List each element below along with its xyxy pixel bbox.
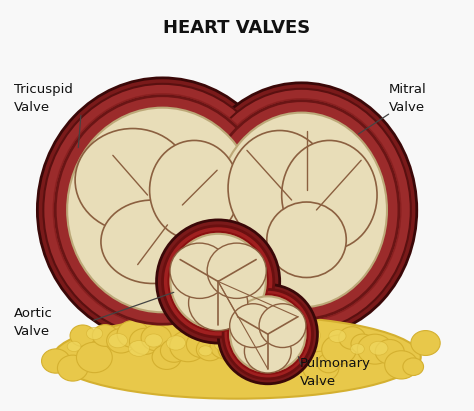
Ellipse shape	[156, 220, 280, 343]
Ellipse shape	[57, 355, 88, 381]
Ellipse shape	[53, 94, 272, 326]
Ellipse shape	[37, 78, 288, 342]
Ellipse shape	[189, 275, 248, 330]
Ellipse shape	[163, 226, 274, 337]
Ellipse shape	[292, 344, 316, 365]
Ellipse shape	[230, 296, 306, 372]
Text: HEART VALVES: HEART VALVES	[164, 19, 310, 37]
Ellipse shape	[186, 331, 218, 358]
Ellipse shape	[375, 339, 404, 364]
Ellipse shape	[411, 330, 440, 356]
Ellipse shape	[101, 200, 204, 284]
Ellipse shape	[129, 328, 160, 354]
Ellipse shape	[282, 141, 377, 250]
Ellipse shape	[357, 334, 392, 364]
Ellipse shape	[53, 315, 421, 399]
Ellipse shape	[163, 120, 301, 279]
Ellipse shape	[264, 344, 277, 354]
Ellipse shape	[216, 113, 387, 307]
Ellipse shape	[152, 345, 181, 369]
Ellipse shape	[302, 351, 339, 383]
Text: Tricuspid
Valve: Tricuspid Valve	[14, 83, 73, 114]
Ellipse shape	[259, 304, 306, 348]
Ellipse shape	[230, 348, 258, 372]
Ellipse shape	[204, 101, 399, 319]
Ellipse shape	[230, 304, 276, 348]
Text: Mitral
Valve: Mitral Valve	[389, 83, 427, 114]
Ellipse shape	[186, 83, 417, 337]
Ellipse shape	[192, 89, 411, 331]
Ellipse shape	[168, 232, 268, 331]
Ellipse shape	[369, 341, 388, 355]
Ellipse shape	[243, 343, 273, 369]
Ellipse shape	[245, 329, 291, 373]
Ellipse shape	[107, 328, 136, 353]
Ellipse shape	[278, 339, 302, 357]
Ellipse shape	[166, 336, 185, 350]
Ellipse shape	[236, 338, 250, 349]
Ellipse shape	[170, 243, 229, 298]
Ellipse shape	[76, 342, 112, 373]
Ellipse shape	[170, 331, 206, 362]
Ellipse shape	[215, 340, 228, 350]
Ellipse shape	[351, 334, 374, 354]
Ellipse shape	[55, 96, 270, 324]
Ellipse shape	[317, 354, 340, 373]
Text: Pulmonary
Valve: Pulmonary Valve	[300, 357, 371, 388]
Ellipse shape	[267, 202, 346, 277]
Ellipse shape	[128, 341, 149, 356]
Text: Aortic
Valve: Aortic Valve	[14, 307, 53, 338]
Ellipse shape	[177, 131, 287, 266]
Ellipse shape	[322, 335, 356, 365]
Ellipse shape	[150, 141, 239, 240]
Ellipse shape	[218, 284, 318, 384]
Ellipse shape	[329, 330, 346, 342]
Ellipse shape	[141, 325, 172, 351]
Ellipse shape	[210, 334, 239, 359]
Ellipse shape	[267, 337, 301, 366]
Ellipse shape	[350, 344, 365, 354]
Ellipse shape	[218, 332, 255, 364]
Ellipse shape	[223, 289, 312, 379]
Ellipse shape	[67, 108, 258, 312]
Ellipse shape	[202, 99, 401, 321]
Ellipse shape	[287, 349, 308, 367]
Ellipse shape	[70, 325, 95, 346]
Ellipse shape	[86, 328, 103, 339]
Ellipse shape	[67, 341, 81, 351]
Ellipse shape	[207, 243, 266, 298]
Ellipse shape	[259, 324, 280, 342]
Ellipse shape	[171, 234, 266, 329]
Ellipse shape	[42, 349, 70, 373]
Ellipse shape	[117, 321, 149, 348]
Ellipse shape	[199, 346, 212, 356]
Ellipse shape	[228, 294, 308, 374]
Ellipse shape	[196, 338, 223, 361]
Ellipse shape	[298, 327, 320, 344]
Ellipse shape	[92, 325, 118, 346]
Ellipse shape	[109, 333, 128, 348]
Ellipse shape	[339, 327, 365, 349]
Ellipse shape	[43, 84, 282, 336]
Ellipse shape	[228, 131, 331, 246]
Ellipse shape	[403, 358, 424, 376]
Ellipse shape	[75, 129, 191, 232]
Ellipse shape	[160, 339, 188, 362]
Ellipse shape	[145, 334, 163, 347]
Ellipse shape	[385, 351, 418, 379]
Ellipse shape	[171, 127, 293, 274]
